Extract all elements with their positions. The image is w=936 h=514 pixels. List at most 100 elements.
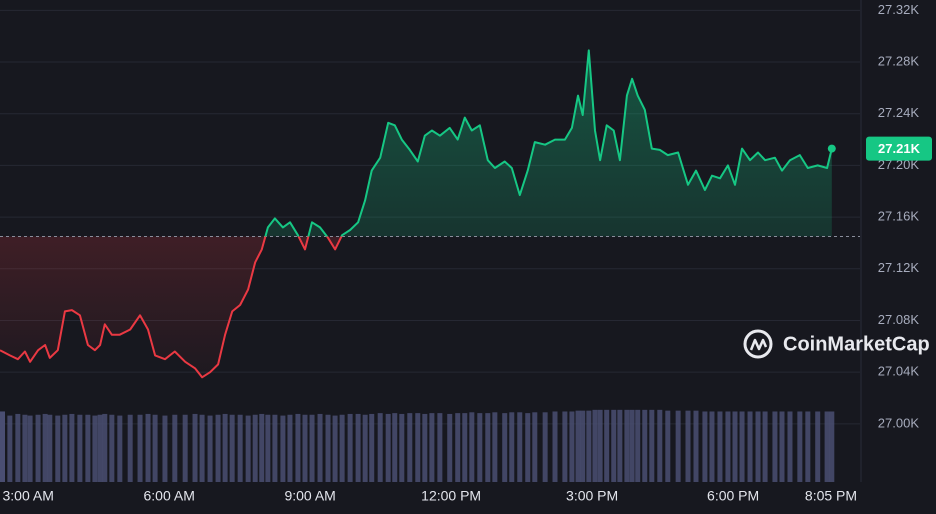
volume-bar <box>415 413 421 482</box>
volume-bar <box>102 413 108 482</box>
volume-bar <box>447 413 453 482</box>
y-tick-label: 27.16K <box>878 209 920 224</box>
x-tick-label: 12:00 PM <box>421 488 481 504</box>
volume-bar <box>725 411 731 482</box>
volume-bar <box>15 413 21 482</box>
area-down <box>0 236 342 378</box>
volume-bar <box>597 409 603 482</box>
x-tick-label: 6:00 PM <box>707 488 759 504</box>
volume-bar <box>569 411 575 482</box>
volume-bar <box>339 414 345 482</box>
y-tick-label: 27.04K <box>878 364 920 379</box>
volume-bar <box>717 411 723 482</box>
volume-bar <box>739 411 745 482</box>
volume-bar <box>392 413 398 482</box>
x-tick-label: 9:00 AM <box>284 488 335 504</box>
volume-bar <box>455 413 461 482</box>
volume-bar <box>280 415 286 482</box>
volume-bar <box>85 414 91 482</box>
volume-bar <box>317 413 323 482</box>
volume-bar <box>265 414 271 482</box>
volume-bar <box>437 413 443 482</box>
volume-bar <box>62 414 68 482</box>
volume-bar <box>747 411 753 482</box>
volume-bar <box>309 414 315 482</box>
volume-bar <box>117 415 123 482</box>
volume-bar <box>27 415 33 482</box>
volume-bar <box>797 411 803 482</box>
volume-bar <box>592 409 598 482</box>
volume-bar <box>182 414 188 482</box>
volume-bar <box>611 409 617 482</box>
volume-bar <box>302 414 308 482</box>
volume-bar <box>192 413 198 482</box>
x-tick-label: 3:00 PM <box>566 488 618 504</box>
volume-bar <box>755 411 761 482</box>
volume-bar <box>422 413 428 482</box>
volume-bar <box>525 413 531 482</box>
volume-bar <box>675 410 681 482</box>
volume-bar <box>575 410 581 482</box>
volume-bar <box>362 414 368 482</box>
volume-bar <box>709 411 715 482</box>
volume-bar <box>22 414 28 482</box>
volume-bar <box>649 409 655 482</box>
volume-bar <box>532 412 538 482</box>
volume-bar <box>332 415 338 482</box>
volume-bar <box>0 411 5 482</box>
y-tick-label: 27.00K <box>878 415 920 430</box>
volume-bar <box>629 409 635 482</box>
volume-bar <box>624 409 630 482</box>
volume-bar <box>732 411 738 482</box>
volume-bar <box>137 414 143 482</box>
volume-bar <box>469 412 475 482</box>
volume-bar <box>580 410 586 482</box>
x-tick-label: 3:00 AM <box>3 488 54 504</box>
volume-bar <box>772 411 778 482</box>
last-point <box>827 144 836 153</box>
x-tick-label: 8:05 PM <box>805 488 857 504</box>
volume-bar <box>617 409 623 482</box>
price-badge-label: 27.21K <box>878 141 921 156</box>
volume-bar <box>47 414 53 482</box>
volume-bar <box>485 413 491 482</box>
volume-bar <box>604 409 610 482</box>
watermark: CoinMarketCap <box>743 329 930 359</box>
volume-bar <box>477 413 483 482</box>
volume-bar <box>109 414 115 482</box>
volume-bar <box>222 413 228 482</box>
volume-bar <box>369 413 375 482</box>
volume-bar <box>347 413 353 482</box>
price-badge <box>866 136 932 161</box>
volume-bar <box>272 414 278 482</box>
logo <box>743 329 773 359</box>
volume-bar <box>172 414 178 482</box>
y-tick-label: 27.24K <box>878 105 920 120</box>
volume-bar <box>642 409 648 482</box>
logo-mark <box>749 338 768 351</box>
volume-bar <box>252 414 258 482</box>
volume-bar <box>462 413 468 482</box>
volume-bar <box>586 410 592 482</box>
volume-bar <box>657 409 663 482</box>
volume-bar <box>824 411 830 482</box>
volume-bar <box>55 415 61 482</box>
volume-bar <box>7 415 13 482</box>
volume-bar <box>77 414 83 482</box>
volume-bar <box>229 414 235 482</box>
volume-bar <box>492 412 498 482</box>
volume-bar <box>407 413 413 482</box>
price-line-down <box>0 236 343 379</box>
volume-bar <box>325 414 331 482</box>
x-tick-label: 6:00 AM <box>143 488 194 504</box>
area-up <box>0 50 832 237</box>
volume-bar <box>502 413 508 482</box>
volume-bar <box>399 413 405 482</box>
y-tick-label: 27.28K <box>878 53 920 68</box>
volume-bar <box>162 415 168 482</box>
volume-bar <box>237 414 243 482</box>
volume-bar <box>385 413 391 482</box>
price-line-up <box>264 49 833 237</box>
volume-bar <box>542 412 548 482</box>
